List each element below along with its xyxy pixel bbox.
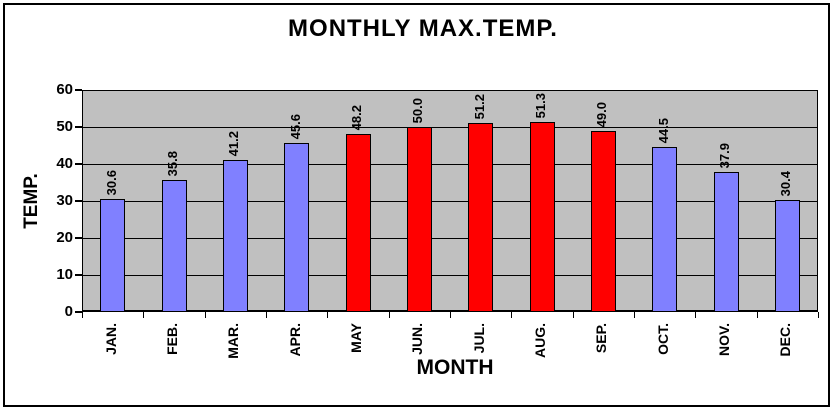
x-tick-label-jun: JUN. xyxy=(409,323,425,355)
x-tick-mark-11 xyxy=(757,312,758,318)
y-tick-mark-20 xyxy=(75,237,82,239)
x-tick-label-dec: DEC. xyxy=(777,323,793,357)
x-tick-mark-2 xyxy=(205,312,206,318)
x-tick-label-jul: JUL. xyxy=(471,323,487,354)
plot-area xyxy=(82,90,818,312)
x-tick-mark-0 xyxy=(82,312,83,318)
y-tick-label-60: 60 xyxy=(56,81,73,98)
x-tick-mark-5 xyxy=(389,312,390,318)
y-tick-label-40: 40 xyxy=(56,155,73,172)
x-tick-label-oct: OCT. xyxy=(655,323,671,355)
y-tick-mark-60 xyxy=(75,89,82,91)
x-tick-label-jan: JAN. xyxy=(103,323,119,355)
x-tick-label-may: MAY xyxy=(348,323,364,353)
x-tick-mark-6 xyxy=(450,312,451,318)
x-tick-label-nov: NOV. xyxy=(716,323,732,356)
x-tick-label-mar: MAR. xyxy=(225,323,241,359)
y-tick-mark-50 xyxy=(75,126,82,128)
y-tick-mark-0 xyxy=(75,311,82,313)
y-axis-title: TEMP. xyxy=(21,173,42,229)
y-tick-label-0: 0 xyxy=(64,303,73,320)
x-tick-mark-7 xyxy=(511,312,512,318)
y-tick-label-50: 50 xyxy=(56,118,73,135)
y-tick-label-20: 20 xyxy=(56,229,73,246)
x-tick-mark-3 xyxy=(266,312,267,318)
x-tick-label-feb: FEB. xyxy=(164,323,180,355)
x-tick-label-apr: APR. xyxy=(287,323,303,357)
x-tick-mark-10 xyxy=(695,312,696,318)
x-tick-mark-8 xyxy=(573,312,574,318)
x-tick-mark-12 xyxy=(818,312,819,318)
y-tick-mark-40 xyxy=(75,163,82,165)
y-tick-label-10: 10 xyxy=(56,266,73,283)
x-tick-label-sep: SEP. xyxy=(593,323,609,354)
y-tick-mark-10 xyxy=(75,274,82,276)
x-tick-mark-4 xyxy=(327,312,328,318)
chart-title: MONTHLY MAX.TEMP. xyxy=(288,15,558,42)
x-tick-mark-1 xyxy=(143,312,144,318)
x-tick-mark-9 xyxy=(634,312,635,318)
x-axis-title: MONTH xyxy=(416,356,494,379)
x-tick-label-aug: AUG. xyxy=(532,323,548,358)
y-tick-mark-30 xyxy=(75,200,82,202)
